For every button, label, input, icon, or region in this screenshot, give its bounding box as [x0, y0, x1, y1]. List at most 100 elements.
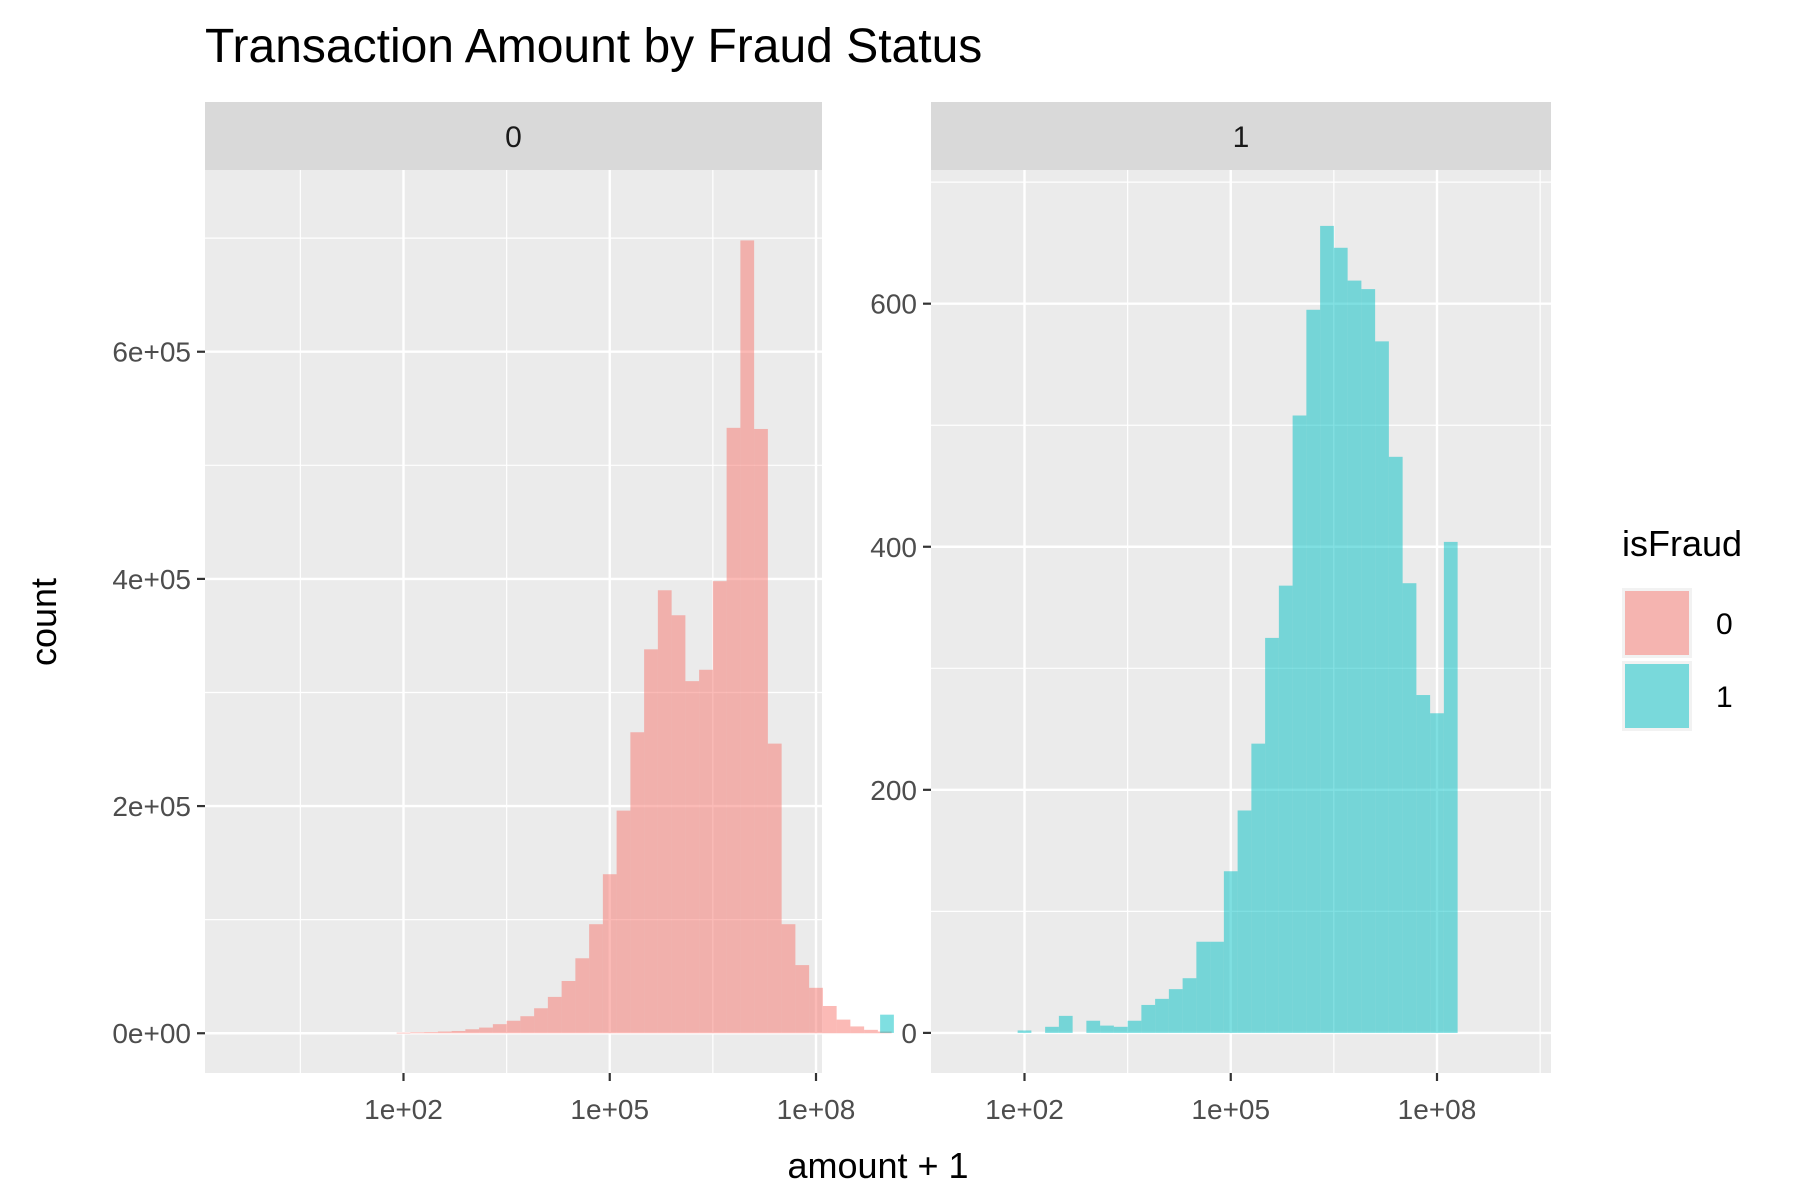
histogram-bar — [781, 924, 796, 1034]
histogram-bar — [1306, 309, 1321, 1033]
histogram-bar — [506, 1020, 521, 1034]
histogram-bar — [602, 874, 617, 1034]
legend-title: isFraud — [1622, 523, 1742, 564]
histogram-bar — [1196, 941, 1211, 1033]
facet-panel-0: 0 0e+00 2e+05 4e+05 6e+05 1e+02 1e+05 1e+08 — [112, 102, 892, 1125]
histogram-bar — [726, 427, 741, 1034]
histogram-bar — [1237, 810, 1252, 1033]
x-tick-label: 1e+02 — [364, 1094, 443, 1125]
histogram-bar — [880, 1014, 894, 1033]
histogram-bar — [1017, 1030, 1032, 1033]
histogram-bar — [1058, 1015, 1073, 1033]
facet-strip-label-1: 1 — [1233, 121, 1250, 154]
x-tick-label: 1e+05 — [1191, 1094, 1270, 1125]
y-tick-label: 4e+05 — [112, 564, 191, 595]
y-axis-0: 0e+00 2e+05 4e+05 6e+05 — [112, 337, 205, 1049]
histogram-bar — [630, 732, 645, 1034]
y-tick-label: 0e+00 — [112, 1018, 191, 1049]
histogram-bars-1 — [880, 225, 1458, 1033]
histogram-bar — [1430, 713, 1444, 1033]
histogram-bar — [1100, 1025, 1114, 1033]
histogram-bar — [1416, 695, 1431, 1033]
histogram-bar — [616, 810, 631, 1034]
y-tick-label: 600 — [870, 289, 917, 320]
histogram-bar — [754, 428, 768, 1034]
histogram-bar — [1113, 1026, 1128, 1033]
histogram-bar — [1182, 978, 1197, 1033]
histogram-bar — [699, 669, 713, 1034]
histogram-bar — [657, 590, 672, 1034]
histogram-bar — [561, 980, 576, 1034]
histogram-bar — [1251, 743, 1266, 1033]
facet-strip-label-0: 0 — [505, 121, 522, 154]
histogram-bar — [1361, 289, 1376, 1033]
legend-swatch-1 — [1625, 664, 1689, 728]
y-tick-label: 2e+05 — [112, 791, 191, 822]
histogram-bar — [836, 1019, 851, 1034]
legend-label-1: 1 — [1716, 681, 1733, 714]
x-tick-label: 1e+08 — [1398, 1094, 1477, 1125]
histogram-bar — [1333, 247, 1348, 1033]
y-tick-label: 200 — [870, 775, 917, 806]
x-axis-title: amount + 1 — [787, 1145, 968, 1186]
histogram-bar — [492, 1024, 507, 1034]
histogram-bar — [850, 1026, 865, 1034]
histogram-bar — [465, 1029, 480, 1034]
y-tick-label: 400 — [870, 532, 917, 563]
y-axis-title: count — [23, 578, 64, 666]
histogram-bar — [1375, 341, 1389, 1033]
histogram-bar — [1402, 583, 1417, 1033]
histogram-bar — [575, 958, 590, 1034]
histogram-bar — [534, 1008, 548, 1034]
histogram-bar — [1223, 871, 1238, 1033]
x-tick-label: 1e+02 — [985, 1094, 1064, 1125]
histogram-bar — [1388, 456, 1403, 1033]
histogram-bar — [396, 1032, 411, 1034]
legend-label-0: 0 — [1716, 608, 1733, 641]
histogram-bar — [1278, 585, 1293, 1033]
histogram-bar — [1086, 1020, 1101, 1033]
histogram-bar — [644, 649, 658, 1034]
histogram-bar — [809, 987, 823, 1034]
y-tick-label: 0 — [901, 1018, 917, 1049]
histogram-bar — [1265, 637, 1279, 1033]
histogram-bar — [437, 1031, 452, 1034]
histogram-bar — [1141, 1004, 1156, 1033]
histogram-bar — [1127, 1020, 1142, 1033]
histogram-bar — [520, 1016, 535, 1034]
histogram-bar — [410, 1032, 425, 1034]
histogram-bar — [1045, 1026, 1059, 1033]
histogram-bar — [424, 1032, 438, 1034]
y-axis-1: 0 200 400 600 — [870, 289, 931, 1049]
histogram-bar — [589, 924, 603, 1034]
x-tick-label: 1e+05 — [570, 1094, 649, 1125]
y-tick-label: 6e+05 — [112, 337, 191, 368]
histogram-bar — [740, 240, 755, 1034]
histogram-bar — [479, 1027, 493, 1034]
facet-panel-1: 1 0 200 400 600 1e+02 1e+05 1e+08 — [870, 102, 1551, 1125]
histogram-bar — [1443, 541, 1458, 1033]
chart-title: Transaction Amount by Fraud Status — [205, 20, 982, 73]
histogram-bar — [767, 743, 782, 1034]
histogram-bar — [1155, 998, 1169, 1033]
x-axis-1: 1e+02 1e+05 1e+08 — [985, 1073, 1476, 1125]
histogram-bar — [451, 1030, 466, 1034]
histogram-bar — [1168, 989, 1183, 1033]
histogram-bar — [822, 1005, 837, 1034]
histogram-bar — [1320, 225, 1334, 1033]
x-tick-label: 1e+08 — [777, 1094, 856, 1125]
histogram-bar — [1210, 941, 1224, 1033]
histogram-bar — [685, 681, 700, 1034]
facet-strip-0 — [205, 102, 822, 170]
histogram-bars-0 — [396, 240, 892, 1034]
histogram-bar — [712, 581, 727, 1034]
histogram-bar — [547, 996, 562, 1034]
x-axis-0: 1e+02 1e+05 1e+08 — [364, 1073, 855, 1125]
legend-swatch-0 — [1625, 591, 1689, 655]
facet-strip-1 — [931, 102, 1551, 170]
histogram-bar — [1292, 415, 1307, 1033]
histogram-bar — [795, 965, 810, 1034]
histogram-bar — [671, 615, 686, 1034]
legend: isFraud 0 1 — [1622, 523, 1742, 731]
